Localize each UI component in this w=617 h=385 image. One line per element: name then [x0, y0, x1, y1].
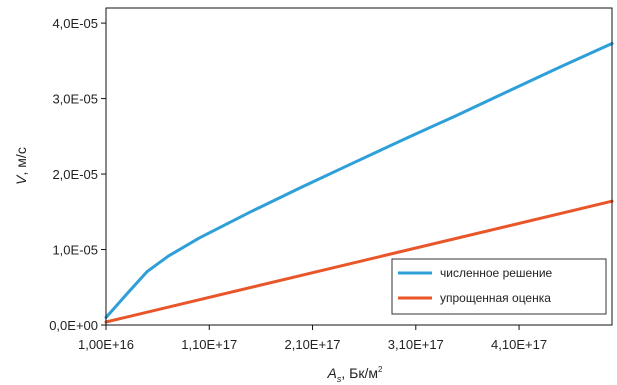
x-tick-label: 4,10E+17 [491, 337, 547, 352]
y-tick-label: 1,0E-05 [52, 243, 98, 258]
legend: численное решение упрощенная оценка [391, 258, 607, 315]
y-tick-label: 3,0E-05 [52, 92, 98, 107]
series-line-simplified [104, 199, 614, 324]
series-group [104, 42, 614, 324]
x-tick-label: 1,00E+16 [78, 337, 134, 352]
y-axis-title: V, м/с [13, 147, 29, 185]
legend-label-numerical: численное решение [440, 266, 553, 280]
x-tick-label: 2,10E+17 [285, 337, 341, 352]
x-axis-title: As, Бк/м2 [327, 365, 383, 384]
y-axis-ticks: 0,0E+00 1,0E-05 2,0E-05 3,0E-05 4,0E-05 [49, 16, 106, 333]
y-tick-label: 4,0E-05 [52, 16, 98, 31]
plot-frame [105, 7, 613, 326]
series-line-numerical [104, 42, 614, 319]
x-axis-ticks: 1,00E+16 1,10E+17 2,10E+17 3,10E+17 4,10E+17 [78, 325, 547, 352]
y-tick-label: 2,0E-05 [52, 167, 98, 182]
legend-box [391, 258, 607, 315]
x-tick-label: 1,10E+17 [181, 337, 237, 352]
legend-label-simplified: упрощенная оценка [440, 291, 551, 305]
y-tick-label: 0,0E+00 [49, 318, 98, 333]
x-tick-label: 3,10E+17 [388, 337, 444, 352]
